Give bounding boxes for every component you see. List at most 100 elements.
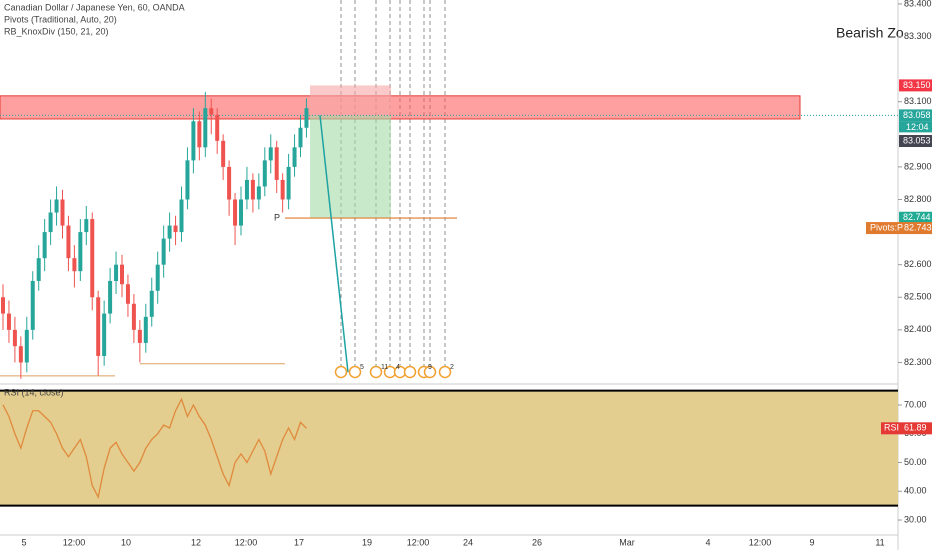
x-tick-label: 19 xyxy=(362,537,372,547)
candle-body xyxy=(233,199,238,226)
rsi-band xyxy=(0,390,898,506)
indicator-label: RB_KnoxDiv (150, 21, 20) xyxy=(4,26,109,36)
x-tick-label: 12:00 xyxy=(63,537,86,547)
rsi-tick-label: 40.00 xyxy=(904,486,927,496)
event-icon xyxy=(369,365,383,379)
x-tick-label: 5 xyxy=(21,537,26,547)
candle-body xyxy=(137,329,142,343)
candle-body xyxy=(30,280,35,330)
price-label-bg xyxy=(899,135,932,148)
candle-body xyxy=(149,290,154,317)
candle-body xyxy=(268,147,273,161)
candle-body xyxy=(274,147,279,180)
candle-body xyxy=(256,186,261,200)
y-tick-label: 82.300 xyxy=(904,357,932,367)
candle-body xyxy=(298,127,303,148)
candle-body xyxy=(197,121,202,148)
x-tick-label: 11 xyxy=(875,537,884,547)
candle-body xyxy=(143,316,148,343)
projection-line xyxy=(319,115,349,373)
event-icon xyxy=(334,365,348,379)
candle-body xyxy=(131,303,136,330)
candle-body xyxy=(280,179,285,200)
candle-body xyxy=(24,329,29,363)
annotation: Bearish Zo xyxy=(836,25,904,41)
candle-body xyxy=(36,258,41,281)
x-tick-label: 24 xyxy=(463,537,473,547)
countdown: 12:04 xyxy=(906,122,929,132)
candle-body xyxy=(12,329,17,347)
candle-body xyxy=(203,108,208,148)
x-tick-label: 4 xyxy=(705,537,710,547)
y-tick-label: 82.900 xyxy=(904,161,932,171)
event-icon xyxy=(348,365,362,379)
price-label: 82.744 xyxy=(903,212,931,222)
event-count: 11 xyxy=(381,364,388,371)
x-tick-label: 17 xyxy=(294,537,304,547)
candle-body xyxy=(78,232,83,272)
candle-body xyxy=(6,313,11,330)
candle-body xyxy=(72,258,77,272)
candle-body xyxy=(42,232,47,259)
pivot-value: 82.743 xyxy=(904,222,932,232)
candle-body xyxy=(114,264,119,281)
y-tick-label: 82.400 xyxy=(904,324,932,334)
y-tick-label: 82.800 xyxy=(904,194,932,204)
rsi-tick-label: 50.00 xyxy=(904,457,927,467)
candle-body xyxy=(90,219,95,298)
candle-body xyxy=(161,238,166,265)
price-label-bg xyxy=(899,79,932,92)
candle-body xyxy=(292,147,297,167)
price-label-bg xyxy=(899,109,932,122)
event-icon xyxy=(423,365,437,379)
candle-body xyxy=(120,264,124,285)
candle-body xyxy=(60,199,65,226)
candle-body xyxy=(155,264,160,291)
pivot-label-bg xyxy=(866,222,932,235)
y-tick-label: 82.500 xyxy=(904,292,932,302)
candle-body xyxy=(66,225,71,259)
candle-body xyxy=(304,108,309,128)
candle-body xyxy=(286,166,291,200)
candle-body xyxy=(250,179,255,200)
candle-body xyxy=(244,179,249,200)
rsi-line xyxy=(2,397,307,499)
candle-body xyxy=(173,225,178,233)
candle-body xyxy=(179,199,184,233)
event-icon xyxy=(403,365,417,379)
candle-body xyxy=(96,297,101,356)
candle-body xyxy=(102,313,107,356)
candle-body xyxy=(84,219,89,233)
x-tick-label: Mar xyxy=(619,537,635,547)
y-tick-label: 83.300 xyxy=(904,31,932,41)
rsi-name: RSI xyxy=(884,423,899,433)
rsi-tick-label: 30.00 xyxy=(904,514,927,524)
x-tick-label: 12:00 xyxy=(235,537,258,547)
x-tick-label: 9 xyxy=(809,537,814,547)
countdown-bg xyxy=(899,121,932,133)
resistance-zone xyxy=(0,95,801,120)
rsi-value: 61.89 xyxy=(904,423,927,433)
candle-body xyxy=(54,199,59,213)
indicator-label: Pivots (Traditional, Auto, 20) xyxy=(4,14,117,24)
target-area xyxy=(310,115,391,218)
candle-body xyxy=(1,297,5,314)
candle-body xyxy=(262,160,267,187)
pivot-name: P xyxy=(274,212,280,222)
price-label: 83.053 xyxy=(903,135,931,145)
candle-body xyxy=(48,212,53,233)
event-count: 9 xyxy=(428,364,432,371)
event-count: 5 xyxy=(360,364,364,371)
x-tick-label: 26 xyxy=(532,537,542,547)
pivot-label: Pivots:P xyxy=(870,222,903,232)
x-tick-label: 10 xyxy=(121,537,131,547)
stop-area xyxy=(310,85,391,116)
price-label: 83.150 xyxy=(903,80,931,90)
candle-body xyxy=(18,346,23,363)
price-label-bg xyxy=(899,211,932,224)
rsi-label-bg xyxy=(881,422,932,435)
price-label: 83.058 xyxy=(903,110,931,120)
candle-body xyxy=(239,199,243,226)
y-tick-label: 83.400 xyxy=(904,0,932,8)
event-count: 2 xyxy=(450,364,454,371)
